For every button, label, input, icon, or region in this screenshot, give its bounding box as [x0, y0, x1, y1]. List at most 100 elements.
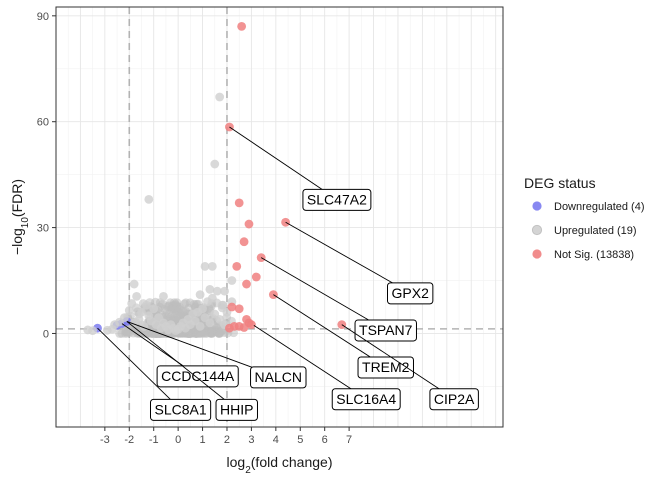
gene-label: GPX2	[392, 285, 430, 301]
data-point	[227, 276, 237, 285]
gene-label-box	[429, 388, 479, 411]
leader-line	[273, 294, 386, 368]
gene-label-box	[149, 398, 212, 421]
legend-title: DEG status	[524, 175, 596, 191]
x-tick-label: -1	[149, 434, 159, 446]
y-tick-label: 0	[43, 328, 49, 340]
gene-label: TREM2	[362, 359, 410, 375]
gene-label-box	[387, 282, 434, 305]
gene-label: SLC47A2	[307, 191, 367, 207]
x-tick-label: 2	[224, 434, 230, 446]
series-not	[225, 22, 347, 333]
legend-key	[532, 201, 542, 211]
gene-label: SLC8A1	[154, 401, 206, 417]
x-tick-label: 0	[175, 434, 181, 446]
data-point	[124, 306, 134, 315]
gray-point	[180, 299, 189, 309]
gray-point	[181, 307, 191, 316]
leader-line	[285, 221, 411, 294]
data-point	[195, 290, 205, 300]
gray-point	[123, 325, 133, 335]
leader-line	[341, 324, 455, 400]
data-point	[144, 194, 154, 204]
data-point	[141, 300, 151, 310]
data-point	[225, 323, 234, 333]
x-tick-label: 3	[248, 434, 254, 446]
gene-label: NALCN	[255, 369, 302, 385]
x-tick-label: 7	[346, 434, 352, 446]
data-point	[234, 198, 244, 208]
data-point	[239, 237, 249, 247]
legend-label: Not Sig. (13838)	[554, 249, 634, 261]
leader-line	[260, 257, 386, 331]
y-tick-label: 30	[37, 223, 49, 235]
gray-point	[160, 304, 170, 314]
gene-label-box	[354, 319, 417, 342]
data-point	[132, 292, 142, 301]
gene-label-box	[302, 188, 372, 211]
data-point	[232, 262, 242, 271]
gene-label-box	[357, 356, 414, 379]
leader-line	[229, 126, 338, 200]
x-tick-label: -3	[100, 434, 110, 446]
data-point	[200, 262, 210, 271]
gene-label-box	[331, 388, 401, 411]
data-point	[234, 304, 244, 314]
data-point	[195, 322, 205, 331]
leader-line	[97, 327, 181, 410]
data-point	[134, 314, 144, 324]
data-point	[207, 293, 217, 303]
data-point	[244, 219, 254, 229]
legend-key	[532, 249, 542, 259]
x-tick-label: 5	[297, 434, 303, 446]
gene-label-box	[215, 398, 258, 421]
x-tick-label: 1	[199, 434, 205, 446]
leader-line	[253, 324, 367, 400]
gray-point	[115, 329, 124, 338]
x-tick-label: -2	[124, 434, 134, 446]
data-point	[198, 304, 207, 314]
plot-panel	[56, 7, 503, 427]
y-tick-label: 90	[37, 11, 49, 23]
data-point	[159, 292, 168, 301]
data-point	[149, 304, 159, 314]
data-point	[127, 299, 137, 308]
data-point	[220, 286, 229, 296]
x-tick-label: 6	[322, 434, 328, 446]
data-point	[251, 272, 261, 282]
gene-label: CCDC144A	[161, 368, 235, 384]
data-point	[205, 318, 215, 328]
gray-point	[205, 328, 215, 338]
data-point	[137, 307, 146, 317]
data-point	[239, 323, 249, 332]
data-point	[242, 279, 251, 289]
data-point	[119, 313, 129, 322]
legend-label: Upregulated (19)	[554, 225, 637, 237]
x-tick-label: 4	[273, 434, 279, 446]
gene-label: TSPAN7	[359, 322, 413, 338]
gene-label-box	[250, 366, 307, 389]
data-point	[129, 279, 139, 289]
plot-border	[55, 6, 504, 428]
legend-key	[531, 224, 543, 236]
data-point	[217, 300, 227, 310]
y-tick-label: 60	[37, 117, 49, 129]
series-upregulated	[83, 92, 237, 336]
leader-line	[126, 321, 238, 410]
data-point	[237, 22, 247, 31]
data-point	[212, 286, 222, 296]
gene-label: CIP2A	[434, 391, 475, 407]
data-point	[215, 92, 225, 102]
y-axis-title: −log10(FDR)	[9, 179, 31, 255]
legend-label: Downregulated (4)	[554, 201, 645, 213]
gene-labels: SLC47A2 GPX2 TSPAN7 TREM2 CIP2A SLC16A4 NALCN C…	[97, 126, 479, 421]
gene-label-box	[156, 365, 239, 388]
gene-label: HHIP	[220, 401, 253, 417]
data-point	[207, 262, 217, 271]
gray-point	[169, 298, 179, 308]
data-point	[88, 326, 98, 336]
x-axis-title: log2(fold change)	[227, 454, 333, 476]
data-point	[205, 284, 215, 294]
data-point	[210, 159, 220, 169]
